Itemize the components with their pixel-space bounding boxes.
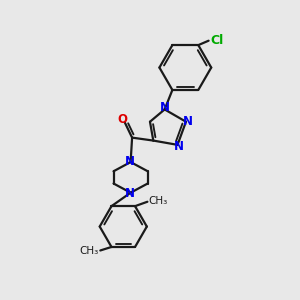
Text: CH₃: CH₃ xyxy=(148,196,168,206)
Text: N: N xyxy=(174,140,184,153)
Text: Cl: Cl xyxy=(210,34,223,47)
Text: O: O xyxy=(117,113,128,127)
Text: N: N xyxy=(183,115,193,128)
Text: N: N xyxy=(125,187,135,200)
Text: CH₃: CH₃ xyxy=(80,246,99,256)
Text: N: N xyxy=(125,155,135,168)
Text: N: N xyxy=(160,100,170,114)
